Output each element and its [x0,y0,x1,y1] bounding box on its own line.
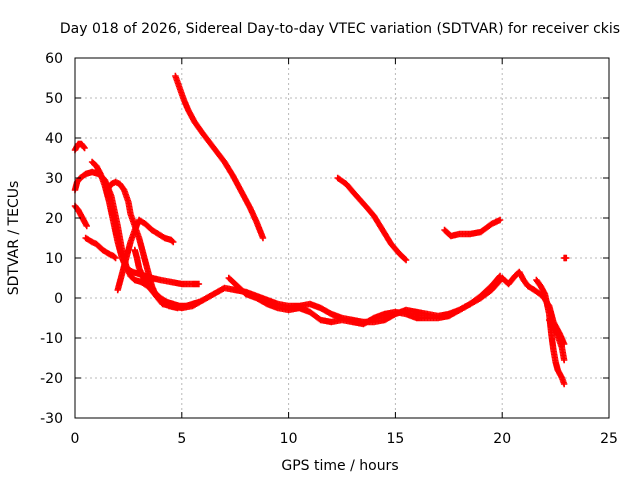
y-tick-label: -30 [40,411,63,427]
y-tick-label: 10 [45,251,63,267]
chart-title: Day 018 of 2026, Sidereal Day-to-day VTE… [60,21,620,37]
series-arc-10 [172,72,267,242]
data-point [170,238,177,246]
series-arc-16 [560,254,570,262]
data-point [168,237,176,245]
data-point [496,216,504,224]
y-tick-label: -20 [40,371,63,387]
data-point [80,143,88,151]
y-tick-label: -10 [40,331,63,347]
x-tick-label: 10 [280,431,298,447]
series-arc-4 [82,234,119,262]
series-arc-14 [533,276,568,388]
data-point [195,280,203,288]
series-arc-1 [71,140,88,154]
data-point [259,234,267,242]
grid [75,58,609,418]
data-point [112,254,119,262]
x-tick-label: 25 [600,431,618,447]
series-arc-9 [225,272,504,328]
data-point [81,144,88,152]
plot-frame [74,57,610,419]
data-points [71,72,570,388]
data-point [563,254,570,262]
data-point [401,255,409,263]
series-arc-11 [334,174,410,264]
y-tick-label: 20 [45,211,63,227]
y-tick-label: 30 [45,171,63,187]
x-tick-label: 5 [177,431,186,447]
x-tick-label: 0 [71,431,80,447]
axis-ticks: 0 5 10 15 20 25 -30 -20 -10 0 10 20 30 40 50 60 [40,51,618,447]
y-axis-label: SDTVAR / TECUs [6,181,22,296]
x-axis-label: GPS time / hours [281,458,398,474]
y-tick-label: 40 [45,131,63,147]
y-tick-label: 60 [45,51,63,67]
series-arc-7 [114,216,177,294]
y-tick-label: 50 [45,91,63,107]
data-point [495,273,503,281]
x-tick-label: 15 [386,431,404,447]
data-point [83,222,90,230]
data-point [111,253,118,261]
series-arc-15 [545,316,568,364]
x-tick-label: 20 [493,431,511,447]
y-tick-label: 0 [54,291,63,307]
data-point [402,256,410,264]
data-point [560,356,568,364]
series-arc-12 [441,216,504,240]
data-point [560,380,568,388]
